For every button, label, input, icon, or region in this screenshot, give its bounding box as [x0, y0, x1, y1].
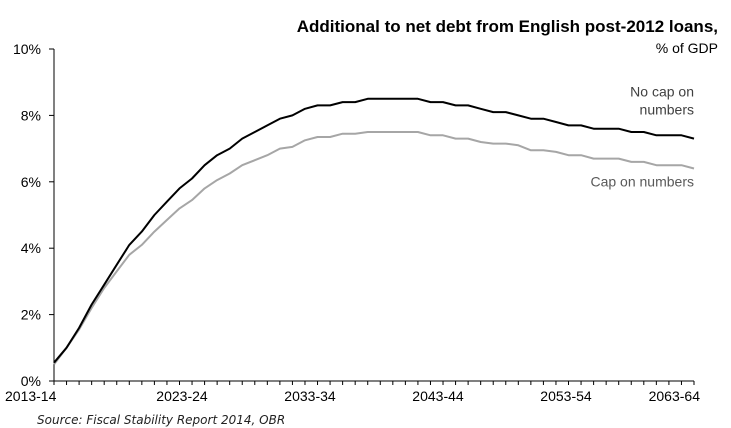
series-label-no-cap-on-numbers: numbers [640, 102, 694, 118]
series-label-no-cap-on-numbers: No cap on [630, 84, 694, 100]
source-note: Source: Fiscal Stability Report 2014, OB… [37, 413, 285, 427]
y-tick-label: 8% [21, 107, 41, 123]
x-tick-label: 2013-14 [5, 388, 57, 404]
y-tick-label: 0% [21, 373, 41, 389]
y-tick-label: 2% [21, 307, 41, 323]
chart-title: Additional to net debt from English post… [297, 17, 718, 36]
series-line-cap-on-numbers [53, 131, 695, 366]
series-labels: No cap on numbers Cap on numbers [590, 84, 694, 190]
y-tick-label: 6% [21, 174, 41, 190]
x-tick-label: 2053-54 [540, 388, 592, 404]
y-axis: 0% 2% 4% 6% 8% 10% [13, 41, 55, 389]
series-line-no-cap-on-numbers [53, 97, 695, 364]
x-tick-label: 2023-24 [156, 388, 208, 404]
chart-subtitle: % of GDP [656, 40, 718, 56]
x-axis: 2013-14 2023-24 2033-34 2043-44 2053-54 2063-… [5, 380, 701, 404]
series-layer [53, 97, 695, 366]
x-tick-label: 2063-64 [649, 388, 701, 404]
series-label-cap-on-numbers: Cap on numbers [590, 174, 694, 190]
y-tick-label: 10% [13, 41, 41, 57]
y-tick-label: 4% [21, 240, 41, 256]
x-tick-label: 2043-44 [412, 388, 464, 404]
x-tick-label: 2033-34 [284, 388, 336, 404]
